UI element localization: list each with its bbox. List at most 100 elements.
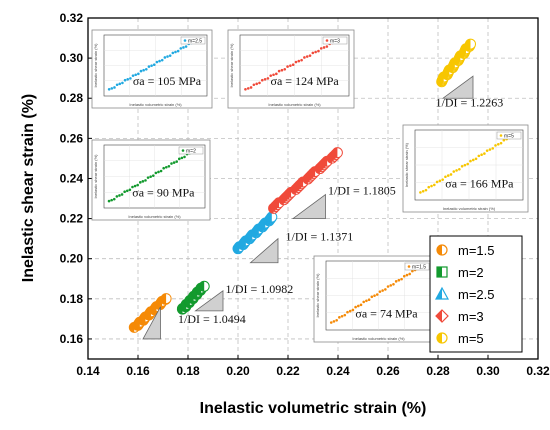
inset-y-label: Inelastic shear strain (%) (315, 273, 320, 318)
di-annotation: 1/DI = 1.1371 (286, 230, 354, 244)
inset-data-point (317, 49, 320, 53)
inset-legend-marker (407, 265, 411, 268)
inset-data-point (172, 161, 176, 164)
inset-data-point (384, 288, 387, 291)
inset-data-point (303, 56, 306, 59)
inset-data-point (329, 321, 333, 324)
inset-data-point (272, 73, 275, 77)
inset-data-point (392, 282, 395, 286)
inset-data-point (433, 183, 436, 187)
inset-m=5: m=5 σa = 166 MPa Inelastic volumetric stra… (402, 124, 529, 213)
inset-x-label: Inelastic volumetric strain (%) (268, 102, 321, 107)
slope-triangle (249, 237, 279, 264)
inset-data-point (107, 88, 111, 91)
inset-data-point (351, 308, 355, 312)
inset-data-point (325, 45, 329, 48)
inset-data-point (160, 58, 164, 62)
tick-labels: 0.14 0.16 0.18 0.20 0.22 0.24 0.26 0.28 0.30 0.32… (60, 11, 550, 378)
inset-y-label: Inelastic shear strain (%) (404, 142, 409, 187)
slope-triangles (142, 75, 474, 340)
inset-data-point (354, 305, 357, 309)
inset-legend-box (404, 262, 430, 271)
inset-data-point (400, 277, 403, 281)
inset-data-point (266, 77, 270, 80)
slope-triangle (142, 306, 161, 340)
inset-data-point (176, 49, 180, 53)
di-annotation: 1/DI = 1.1805 (328, 184, 396, 198)
inset-data-point (424, 188, 428, 192)
inset-data-point (120, 193, 124, 196)
main-data-series (128, 38, 476, 333)
inset-m=2: m=2 σa = 90 MPa Inelastic volumetric strai… (91, 139, 211, 221)
data-point-fill (266, 212, 272, 223)
inset-legend-label: m=5 (504, 133, 514, 139)
inset-data-point (263, 77, 267, 81)
inset-data-point (269, 74, 273, 77)
x-tick-label: 0.24 (326, 364, 350, 378)
inset-data-point (480, 153, 483, 157)
x-tick-label: 0.32 (526, 364, 550, 378)
inset-data-point (255, 82, 258, 86)
legend: m=1.5 m=2 m=2.5 m=3 m=5 (429, 235, 523, 353)
data-point-fill (199, 281, 205, 292)
series-m=3 (268, 147, 343, 214)
slope-triangle (441, 75, 474, 99)
inset-data-point (277, 69, 281, 73)
data-point-fill (161, 293, 167, 304)
y-tick-label: 0.28 (60, 91, 84, 105)
y-tick-label: 0.18 (60, 292, 84, 306)
inset-m=3: m=3 σa = 124 MPa Inelastic volumetric stra… (227, 29, 355, 109)
inset-data-point (446, 174, 450, 177)
inset-data-point (435, 180, 439, 184)
inset-data-point (305, 55, 309, 58)
inset-data-point (441, 178, 444, 181)
inset-data-point (139, 69, 143, 73)
inset-legend-box (178, 146, 204, 155)
inset-data-point (332, 320, 336, 323)
inset-data-point (136, 183, 139, 187)
inset-data-point (460, 165, 464, 168)
di-annotation: 1/DI = 1.2263 (436, 95, 504, 109)
inset-x-label: Inelastic volumetric strain (%) (443, 206, 496, 211)
inset-data-point (164, 165, 168, 169)
inset-data-point (110, 198, 113, 202)
inset-legend-label: m=1.5 (412, 264, 426, 270)
plot-frame (87, 17, 539, 360)
data-point-fill (310, 166, 316, 177)
inset-data-point (438, 179, 442, 183)
inset-data-point (430, 184, 433, 188)
inset-data-point (168, 54, 172, 57)
inset-data-point (275, 72, 278, 76)
inset-data-point (449, 173, 453, 176)
inset-data-point (343, 313, 347, 317)
inset-data-point (163, 56, 167, 59)
inset-data-point (471, 158, 475, 162)
x-axis-label: Inelastic volumetric strain (%) (200, 400, 427, 417)
inset-data-point (378, 290, 382, 293)
inset-data-point (283, 67, 287, 71)
inset-data-point (421, 189, 425, 193)
inset-data-point (154, 171, 158, 175)
inset-data-point (149, 175, 152, 178)
inset-data-point (159, 169, 163, 173)
inset-data-point (121, 81, 124, 85)
legend-marker-fill (437, 245, 442, 255)
data-point-fill (465, 39, 471, 50)
legend-label: m=5 (458, 331, 484, 346)
inset-data-point (126, 77, 130, 81)
inset-x-label: Inelastic volumetric strain (%) (352, 336, 405, 341)
inset-data-point (151, 174, 155, 177)
inset-data-point (175, 160, 178, 163)
inset-data-point (184, 45, 188, 48)
inset-data-point (180, 156, 184, 160)
inset-legend-label: m=2 (186, 148, 196, 154)
x-tick-label: 0.16 (126, 364, 150, 378)
inset-legend-marker (325, 39, 329, 42)
inset-y-label: Inelastic shear strain (%) (93, 43, 98, 88)
inset-data-point (158, 59, 161, 63)
inset-data-point (134, 73, 137, 77)
inset-data-point (408, 272, 411, 276)
inset-stress-label: σa = 124 MPa (271, 74, 340, 88)
x-tick-label: 0.14 (76, 364, 100, 378)
inset-data-point (477, 154, 481, 158)
